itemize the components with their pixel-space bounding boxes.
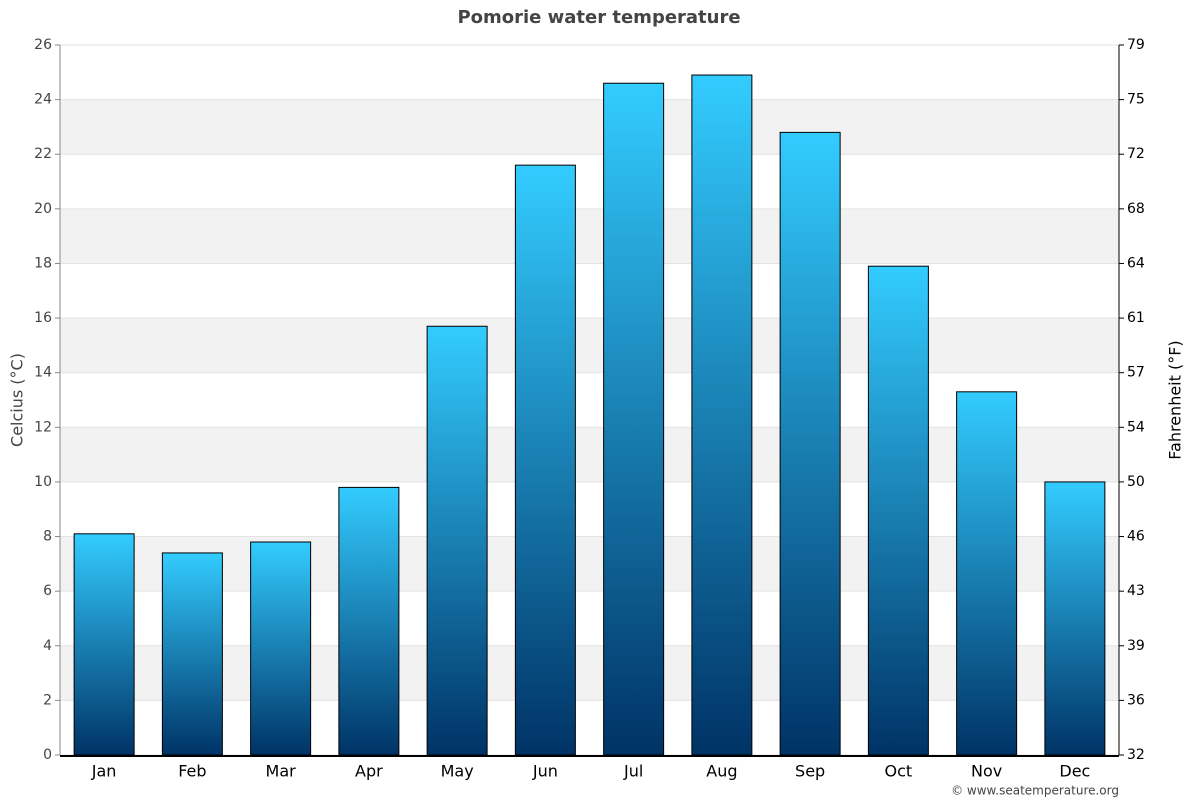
grid-band [60,645,1119,701]
grid-band [60,536,1119,592]
y-tick-label: 18 [34,255,52,271]
y2-tick-label: 79 [1127,37,1145,53]
grid-band [60,318,1119,373]
y2-tick-label: 43 [1127,583,1145,599]
grid-band [60,99,1119,155]
x-tick-label: Jan [91,762,117,781]
x-tick-label: Apr [355,762,383,781]
y-tick-label: 4 [43,638,52,654]
bar [867,265,929,756]
y2-tick-label: 61 [1127,310,1145,326]
bar [338,486,400,756]
y2-tick-label: 68 [1127,201,1145,217]
y2-tick-label: 46 [1127,529,1145,545]
y-tick-label: 16 [34,310,52,326]
grid-band [60,427,1119,482]
bar [691,74,753,756]
y2-tick-label: 75 [1127,92,1145,108]
x-tick-label: Aug [706,762,737,781]
y2-tick-label: 57 [1127,365,1145,381]
bar [514,164,576,756]
x-tick-label: Mar [266,762,297,781]
y-tick-label: 24 [34,92,52,108]
y-tick-label: 2 [43,692,52,708]
x-tick-label: Oct [885,762,913,781]
x-tick-label: Feb [178,762,206,781]
x-tick-label: Dec [1059,762,1090,781]
bar [956,391,1018,756]
y-tick-label: 20 [34,201,52,217]
y-tick-label: 14 [34,365,52,381]
y2-tick-label: 50 [1127,474,1145,490]
credit: © www.seatemperature.org [951,784,1119,798]
grid-band [60,208,1119,264]
y-axis-label: Celcius (°C) [8,353,27,447]
x-tick-label: Sep [795,762,825,781]
y2-tick-label: 54 [1127,419,1145,435]
y-tick-label: 26 [34,37,52,53]
y-tick-label: 22 [34,146,52,162]
x-tick-label: Nov [971,762,1002,781]
y2-tick-label: 36 [1127,692,1145,708]
y-tick-label: 0 [43,747,52,763]
y2-axis-label: Fahrenheit (°F) [1166,340,1185,459]
bar [426,325,488,756]
x-tick-label: Jul [623,762,643,781]
x-tick-label: Jun [532,762,558,781]
y2-tick-label: 39 [1127,638,1145,654]
bar [779,131,841,756]
x-tick-label: May [441,762,474,781]
y-tick-label: 8 [43,529,52,545]
y-tick-label: 6 [43,583,52,599]
y2-tick-label: 72 [1127,146,1145,162]
bar [161,552,223,756]
bar [603,82,665,756]
y-tick-label: 10 [34,474,52,490]
y2-tick-label: 64 [1127,255,1145,271]
y-tick-label: 12 [34,419,52,435]
bar [73,533,135,756]
bar [1044,481,1106,756]
bar [250,541,312,756]
y2-tick-label: 32 [1127,747,1145,763]
chart-title: Pomorie water temperature [457,7,740,28]
